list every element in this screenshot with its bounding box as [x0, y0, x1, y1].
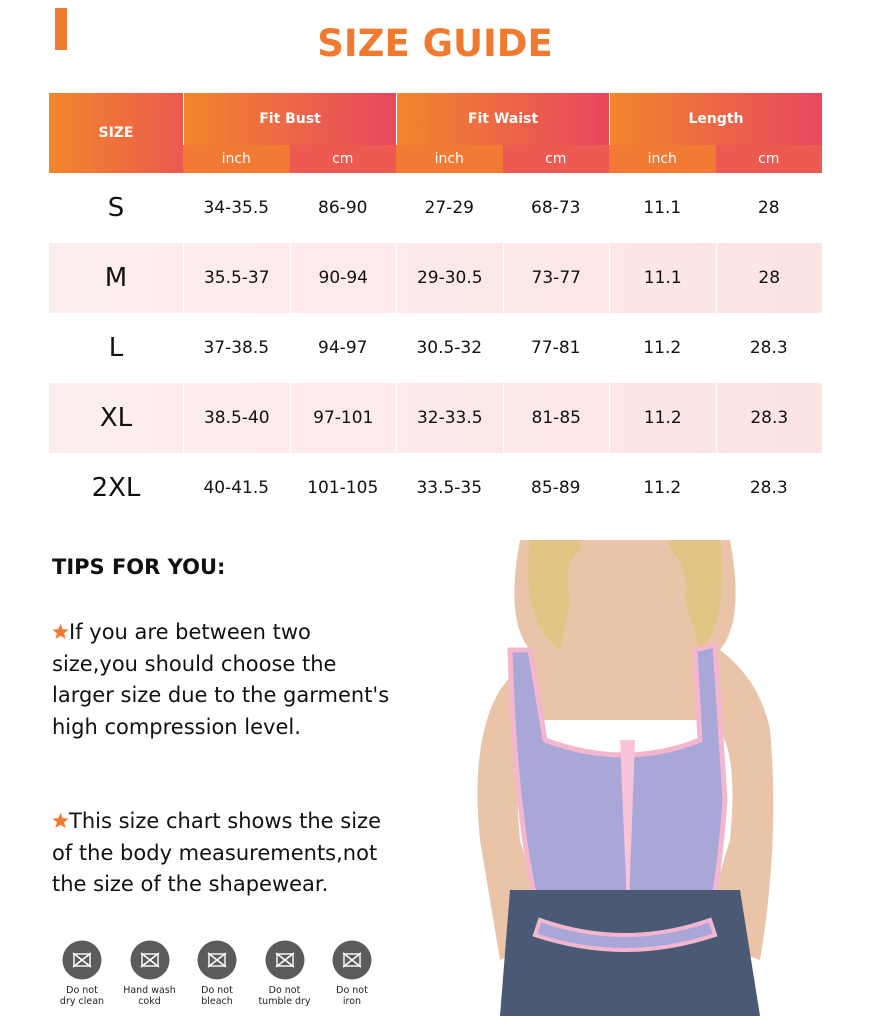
size-label: M [104, 263, 128, 293]
care-icon [62, 940, 102, 980]
care-label: iron [342, 996, 362, 1007]
unit-header: inch [609, 145, 716, 173]
star-icon [52, 620, 69, 644]
size-label: L [108, 333, 124, 363]
size-label: 2XL [91, 473, 141, 503]
group-header: Fit Bust [183, 93, 396, 145]
tip-text: of the body measurements,not [52, 840, 378, 865]
accent-bar [55, 8, 67, 50]
tip-text: the size of the shapewear. [52, 872, 329, 896]
table-cell: 28.3 [749, 478, 788, 498]
tip-text: larger size due to the garment's [52, 683, 390, 707]
table-cell: 90-94 [289, 243, 397, 313]
table-cell: 11.2 [643, 338, 682, 358]
star-icon [52, 809, 69, 833]
product-photo [460, 540, 790, 1016]
unit-header: inch [396, 145, 503, 173]
table-cell: 11.2 [643, 478, 682, 498]
care-label: Do not [336, 985, 368, 996]
table-cell: 77-81 [531, 338, 581, 358]
tip-line: larger size due to the garment's [52, 680, 389, 712]
table-cell: 28 [757, 198, 780, 218]
table-cell: 94-97 [318, 338, 368, 358]
table-cell: 11.1 [609, 243, 716, 313]
table-cell: 33.5-35 [416, 478, 483, 498]
table-cell: 11.1 [643, 198, 682, 218]
care-label: tumble dry [258, 996, 311, 1007]
unit-header: cm [502, 145, 609, 173]
care-label: Hand wash [123, 985, 176, 996]
row-band [49, 383, 822, 453]
table-cell: 81-85 [502, 383, 610, 453]
size-label: S [107, 193, 125, 223]
table-cell: 40-41.5 [203, 478, 270, 498]
table-cell: 97-101 [289, 383, 397, 453]
table-cell: 28 [715, 243, 823, 313]
tip-line: the size of the shapewear. [52, 869, 328, 901]
table-cell: 34-35.5 [203, 198, 270, 218]
table-cell: 27-29 [424, 198, 474, 218]
table-cell: 38.5-40 [183, 383, 290, 453]
care-label: bleach [201, 996, 233, 1007]
table-cell: 32-33.5 [396, 383, 503, 453]
care-label: Do not [268, 985, 301, 996]
tip-line: This size chart shows the size [52, 806, 381, 838]
tip-line: of the body measurements,not [52, 838, 377, 870]
tip-text: high compression level. [52, 714, 301, 739]
table-cell: 85-89 [531, 478, 581, 498]
unit-header: cm [289, 145, 396, 173]
table-cell: 37-38.5 [203, 338, 270, 358]
care-icon [265, 940, 305, 980]
table-cell: 28.3 [715, 383, 823, 453]
unit-header: inch [183, 145, 290, 173]
size-header: SIZE [49, 93, 183, 173]
title: SIZE GUIDE [317, 22, 553, 65]
care-label: dry clean [59, 996, 105, 1007]
care-label: Do not [66, 985, 98, 996]
tip-line: size,you should choose the [52, 649, 336, 681]
care-icon [332, 940, 372, 980]
row-band [49, 243, 822, 313]
group-header: Length [609, 93, 822, 145]
tip-text: size,you should choose the [52, 651, 337, 676]
table-cell: 86-90 [318, 198, 368, 218]
table-cell: 30.5-32 [416, 338, 483, 358]
tips-title: TIPS FOR YOU: [52, 555, 226, 579]
table-cell: 68-73 [531, 198, 581, 218]
tip-line: If you are between two [52, 617, 311, 649]
care-icon [130, 940, 170, 980]
tip-text: This size chart shows the size [69, 809, 381, 833]
table-cell: 35.5-37 [183, 243, 290, 313]
table-cell: 28.3 [749, 338, 788, 358]
group-header: Fit Waist [396, 93, 609, 145]
tip-text: If you are between two [69, 620, 311, 644]
table-cell: 73-77 [502, 243, 610, 313]
tip-line: high compression level. [52, 712, 301, 744]
table-cell: 29-30.5 [396, 243, 503, 313]
table-cell: 101-105 [307, 478, 379, 498]
care-label: Do not [201, 985, 233, 996]
care-icon [197, 940, 237, 980]
unit-header: cm [715, 145, 822, 173]
care-label: cokd [138, 996, 161, 1007]
size-label: XL [99, 403, 133, 433]
table-cell: 11.2 [609, 383, 716, 453]
